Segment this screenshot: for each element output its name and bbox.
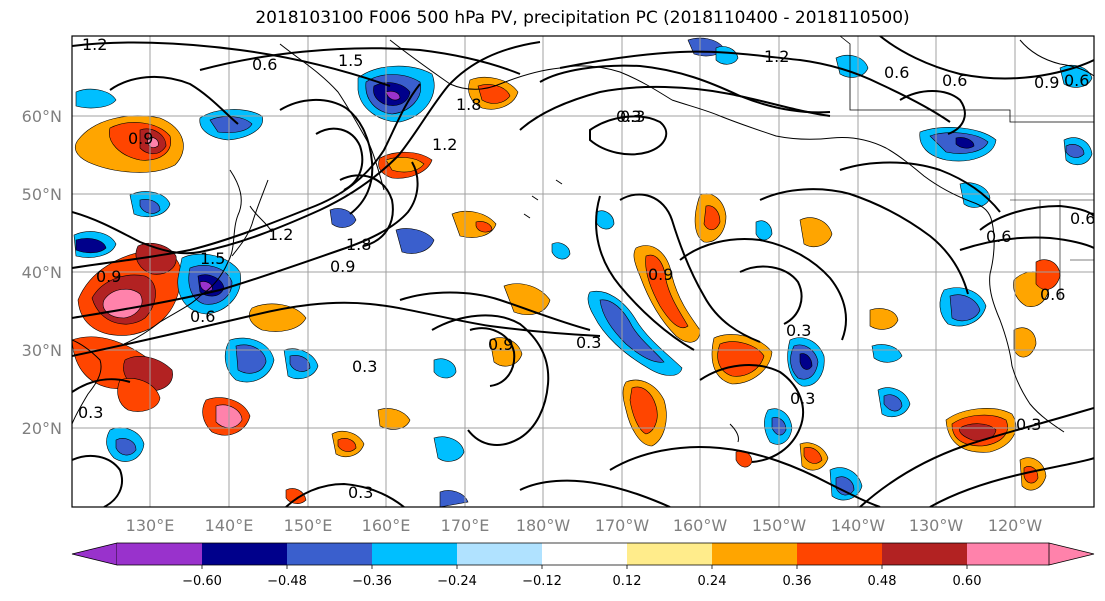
colorbar-tick-label: 0.60 bbox=[953, 574, 982, 589]
lon-label: 130°W bbox=[909, 516, 964, 535]
contour-label: 0.9 bbox=[648, 265, 673, 284]
contour-label: 0.3 bbox=[352, 357, 377, 376]
contour-label: 1.2 bbox=[432, 135, 457, 154]
lon-label: 130°E bbox=[126, 516, 175, 535]
colorbar-bin bbox=[712, 543, 798, 565]
colorbar-bin bbox=[287, 543, 373, 565]
colorbar-tick-label: −0.60 bbox=[182, 574, 222, 589]
map-panel: 1.2 1.5 0.6 1.2 0.6 0.9 0.6 0.9 0.3 1.8 … bbox=[72, 35, 1095, 507]
latitude-labels: 60°N 50°N 40°N 30°N 20°N bbox=[22, 107, 62, 438]
lon-label: 170°W bbox=[595, 516, 650, 535]
colorbar-min-extension bbox=[71, 542, 118, 566]
contour-label: 1.5 bbox=[338, 51, 363, 70]
colorbar-bin bbox=[797, 543, 883, 565]
contour-label: 0.3 bbox=[348, 483, 373, 502]
lon-label: 140°E bbox=[205, 516, 254, 535]
contour-label: 0.6 bbox=[190, 307, 215, 326]
contour-label: 0.3 bbox=[786, 321, 811, 340]
contour-label: 0.9 bbox=[128, 129, 153, 148]
contour-label: 0.6 bbox=[986, 227, 1011, 246]
colorbar-bin bbox=[457, 543, 543, 565]
contour-label: 0.3 bbox=[620, 107, 645, 126]
lon-label: 160°W bbox=[673, 516, 728, 535]
contour-label: 0.6 bbox=[884, 63, 909, 82]
lon-label: 140°W bbox=[831, 516, 886, 535]
colorbar-bin bbox=[967, 543, 1049, 565]
contour-label: 1.5 bbox=[200, 249, 225, 268]
lat-label: 60°N bbox=[22, 107, 62, 126]
lat-label: 50°N bbox=[22, 185, 62, 204]
colorbar: −0.60 −0.48 −0.36 −0.24 −0.12 0.12 0.24 … bbox=[71, 542, 1095, 589]
plot-title: 2018103100 F006 500 hPa PV, precipitatio… bbox=[255, 8, 910, 28]
colorbar-bin bbox=[202, 543, 288, 565]
contour-label: 0.9 bbox=[488, 335, 513, 354]
contour-label: 0.3 bbox=[576, 333, 601, 352]
lon-label: 150°W bbox=[752, 516, 807, 535]
lon-label: 160°E bbox=[362, 516, 411, 535]
lat-label: 40°N bbox=[22, 263, 62, 282]
contour-label: 0.6 bbox=[1064, 71, 1089, 90]
colorbar-tick-label: −0.12 bbox=[522, 574, 562, 589]
contour-label: 1.8 bbox=[456, 95, 481, 114]
pv-contours bbox=[72, 36, 1094, 507]
contour-label: 1.2 bbox=[268, 225, 293, 244]
map-border bbox=[71, 35, 1095, 508]
colorbar-bin bbox=[117, 543, 203, 565]
colorbar-tick-label: −0.36 bbox=[352, 574, 392, 589]
contour-label: 1.2 bbox=[82, 35, 107, 54]
colorbar-tick-label: 0.36 bbox=[783, 574, 812, 589]
contour-label: 0.3 bbox=[790, 389, 815, 408]
colorbar-max-extension bbox=[1048, 542, 1095, 566]
colorbar-bin bbox=[372, 543, 458, 565]
coastlines bbox=[72, 36, 1094, 443]
lon-label: 150°E bbox=[284, 516, 333, 535]
lat-label: 20°N bbox=[22, 419, 62, 438]
colorbar-tick-label: 0.48 bbox=[868, 574, 897, 589]
contour-label: 1.2 bbox=[764, 47, 789, 66]
colorbar-bin bbox=[882, 543, 968, 565]
contour-label: 0.9 bbox=[330, 257, 355, 276]
lon-label: 170°E bbox=[441, 516, 490, 535]
gridlines bbox=[72, 36, 1094, 507]
lat-label: 30°N bbox=[22, 341, 62, 360]
lon-label: 180°W bbox=[516, 516, 571, 535]
contour-label: 0.6 bbox=[252, 55, 277, 74]
colorbar-tick-label: 0.24 bbox=[698, 574, 727, 589]
contour-label: 0.9 bbox=[96, 267, 121, 286]
contour-label: 1.8 bbox=[346, 235, 371, 254]
colorbar-tick-label: 0.12 bbox=[613, 574, 642, 589]
contour-label: 0.9 bbox=[1034, 73, 1059, 92]
colorbar-bin bbox=[627, 543, 713, 565]
colorbar-tick-label: −0.48 bbox=[267, 574, 307, 589]
contour-label: 0.6 bbox=[1070, 209, 1095, 228]
contour-label: 0.3 bbox=[1016, 415, 1041, 434]
contour-label: 0.6 bbox=[1040, 285, 1065, 304]
colorbar-bin bbox=[542, 543, 628, 565]
contour-labels: 1.2 1.5 0.6 1.2 0.6 0.9 0.6 0.9 0.3 1.8 … bbox=[78, 35, 1095, 502]
precipitation-anomaly-fills bbox=[72, 37, 1093, 507]
contour-label: 0.3 bbox=[78, 403, 103, 422]
longitude-labels: 130°E 140°E 150°E 160°E 170°E 180°W 170°… bbox=[126, 516, 1043, 535]
colorbar-tick-label: −0.24 bbox=[437, 574, 477, 589]
lon-label: 120°W bbox=[988, 516, 1043, 535]
contour-label: 0.6 bbox=[942, 71, 967, 90]
contour-label: 0.3 bbox=[616, 107, 641, 126]
